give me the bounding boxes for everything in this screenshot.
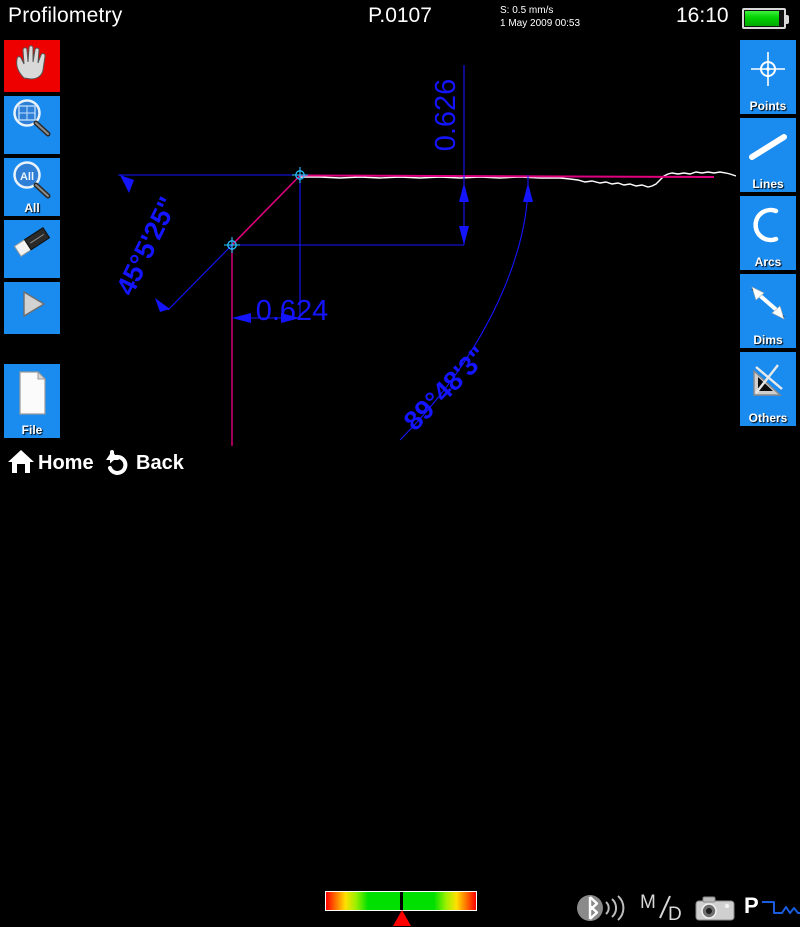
- sidebar-item-file[interactable]: File: [4, 364, 60, 438]
- bluetooth-icon[interactable]: [576, 894, 632, 927]
- profile-plot[interactable]: 45°5'25" 89°48'3" 0.624 0.626: [64, 36, 736, 446]
- probe-icon: P: [744, 894, 800, 918]
- sidebar-item-label: Arcs: [754, 255, 782, 269]
- angle-arc-right: [399, 182, 529, 441]
- undo-arrow-icon: [104, 447, 134, 480]
- sidebar-item-label: Others: [748, 411, 788, 425]
- geometry-tools-icon: [740, 356, 796, 406]
- double-arrow-icon: [740, 278, 796, 328]
- battery-fill: [745, 11, 779, 26]
- clock: 16:10: [676, 4, 729, 27]
- sidebar-item-pan-hand[interactable]: [4, 40, 60, 92]
- eraser-icon: [4, 222, 60, 262]
- svg-text:M: M: [640, 894, 656, 913]
- svg-text:D: D: [668, 904, 682, 922]
- play-icon: [4, 284, 60, 324]
- fitted-line-upper: [299, 174, 715, 178]
- dimension-lines: [118, 65, 529, 319]
- speed-value: S: 0.5 mm/s: [500, 5, 554, 16]
- hand-icon: [4, 42, 60, 82]
- arc-icon: [740, 200, 796, 250]
- sidebar-item-label: File: [21, 423, 43, 437]
- md-icon: M D: [638, 892, 690, 927]
- crosshair-point-icon: [740, 44, 796, 94]
- home-button[interactable]: Home: [6, 448, 94, 478]
- sidebar-item-label: Dims: [753, 333, 783, 347]
- measured-profile-trace: [300, 171, 736, 188]
- length-dim-horizontal-label: 0.624: [256, 295, 329, 327]
- sidebar-item-lines[interactable]: Lines: [740, 118, 796, 192]
- zoom-window-icon: [4, 98, 60, 138]
- probe-label: P: [744, 893, 759, 918]
- level-gauge: [325, 891, 477, 911]
- camera-icon[interactable]: [694, 894, 738, 927]
- sidebar-item-label: All: [24, 201, 40, 215]
- sidebar-item-label: Lines: [752, 177, 784, 191]
- back-label: Back: [136, 451, 184, 474]
- document-icon: [4, 368, 60, 418]
- page-title: Profilometry: [8, 4, 123, 27]
- program-id: P.0107: [368, 4, 432, 27]
- home-icon: [6, 447, 36, 480]
- point-marker: [224, 237, 240, 253]
- sidebar-item-label: Points: [749, 99, 787, 113]
- sidebar-item-arcs[interactable]: Arcs: [740, 196, 796, 270]
- line-segment-icon: [740, 122, 796, 172]
- plot-canvas: 45°5'25" 89°48'3" 0.624 0.626: [110, 65, 736, 446]
- bottom-navigation-bar: Home Back: [0, 446, 800, 926]
- back-button[interactable]: Back: [104, 448, 184, 478]
- zoom-all-icon: All: [4, 160, 60, 200]
- measured-points: [224, 167, 308, 253]
- sidebar-item-zoom-window[interactable]: [4, 96, 60, 154]
- fitted-line-slope: [231, 174, 301, 246]
- home-label: Home: [38, 451, 94, 474]
- angle-dim-right-label: 89°48'3": [398, 341, 494, 437]
- svg-text:All: All: [20, 171, 34, 183]
- top-status-bar: Profilometry P.0107 S: 0.5 mm/s 1 May 20…: [0, 0, 800, 36]
- sidebar-item-zoom-all[interactable]: All All: [4, 158, 60, 216]
- point-marker: [292, 167, 308, 183]
- angle-dim-left-label: 45°5'25": [110, 192, 183, 300]
- sidebar-item-dims[interactable]: Dims: [740, 274, 796, 348]
- level-gauge-pointer: [393, 910, 411, 926]
- sidebar-item-points[interactable]: Points: [740, 40, 796, 114]
- dimension-arrowheads: [120, 175, 533, 323]
- battery-icon: [742, 8, 789, 29]
- sidebar-item-others[interactable]: Others: [740, 352, 796, 426]
- length-dim-vertical-label: 0.626: [430, 79, 462, 152]
- sidebar-item-eraser[interactable]: [4, 220, 60, 278]
- level-gauge-needle: [400, 892, 403, 910]
- sidebar-item-play[interactable]: [4, 282, 60, 334]
- measurement-meta: S: 0.5 mm/s 1 May 2009 00:53: [500, 4, 580, 30]
- datetime-value: 1 May 2009 00:53: [500, 18, 581, 29]
